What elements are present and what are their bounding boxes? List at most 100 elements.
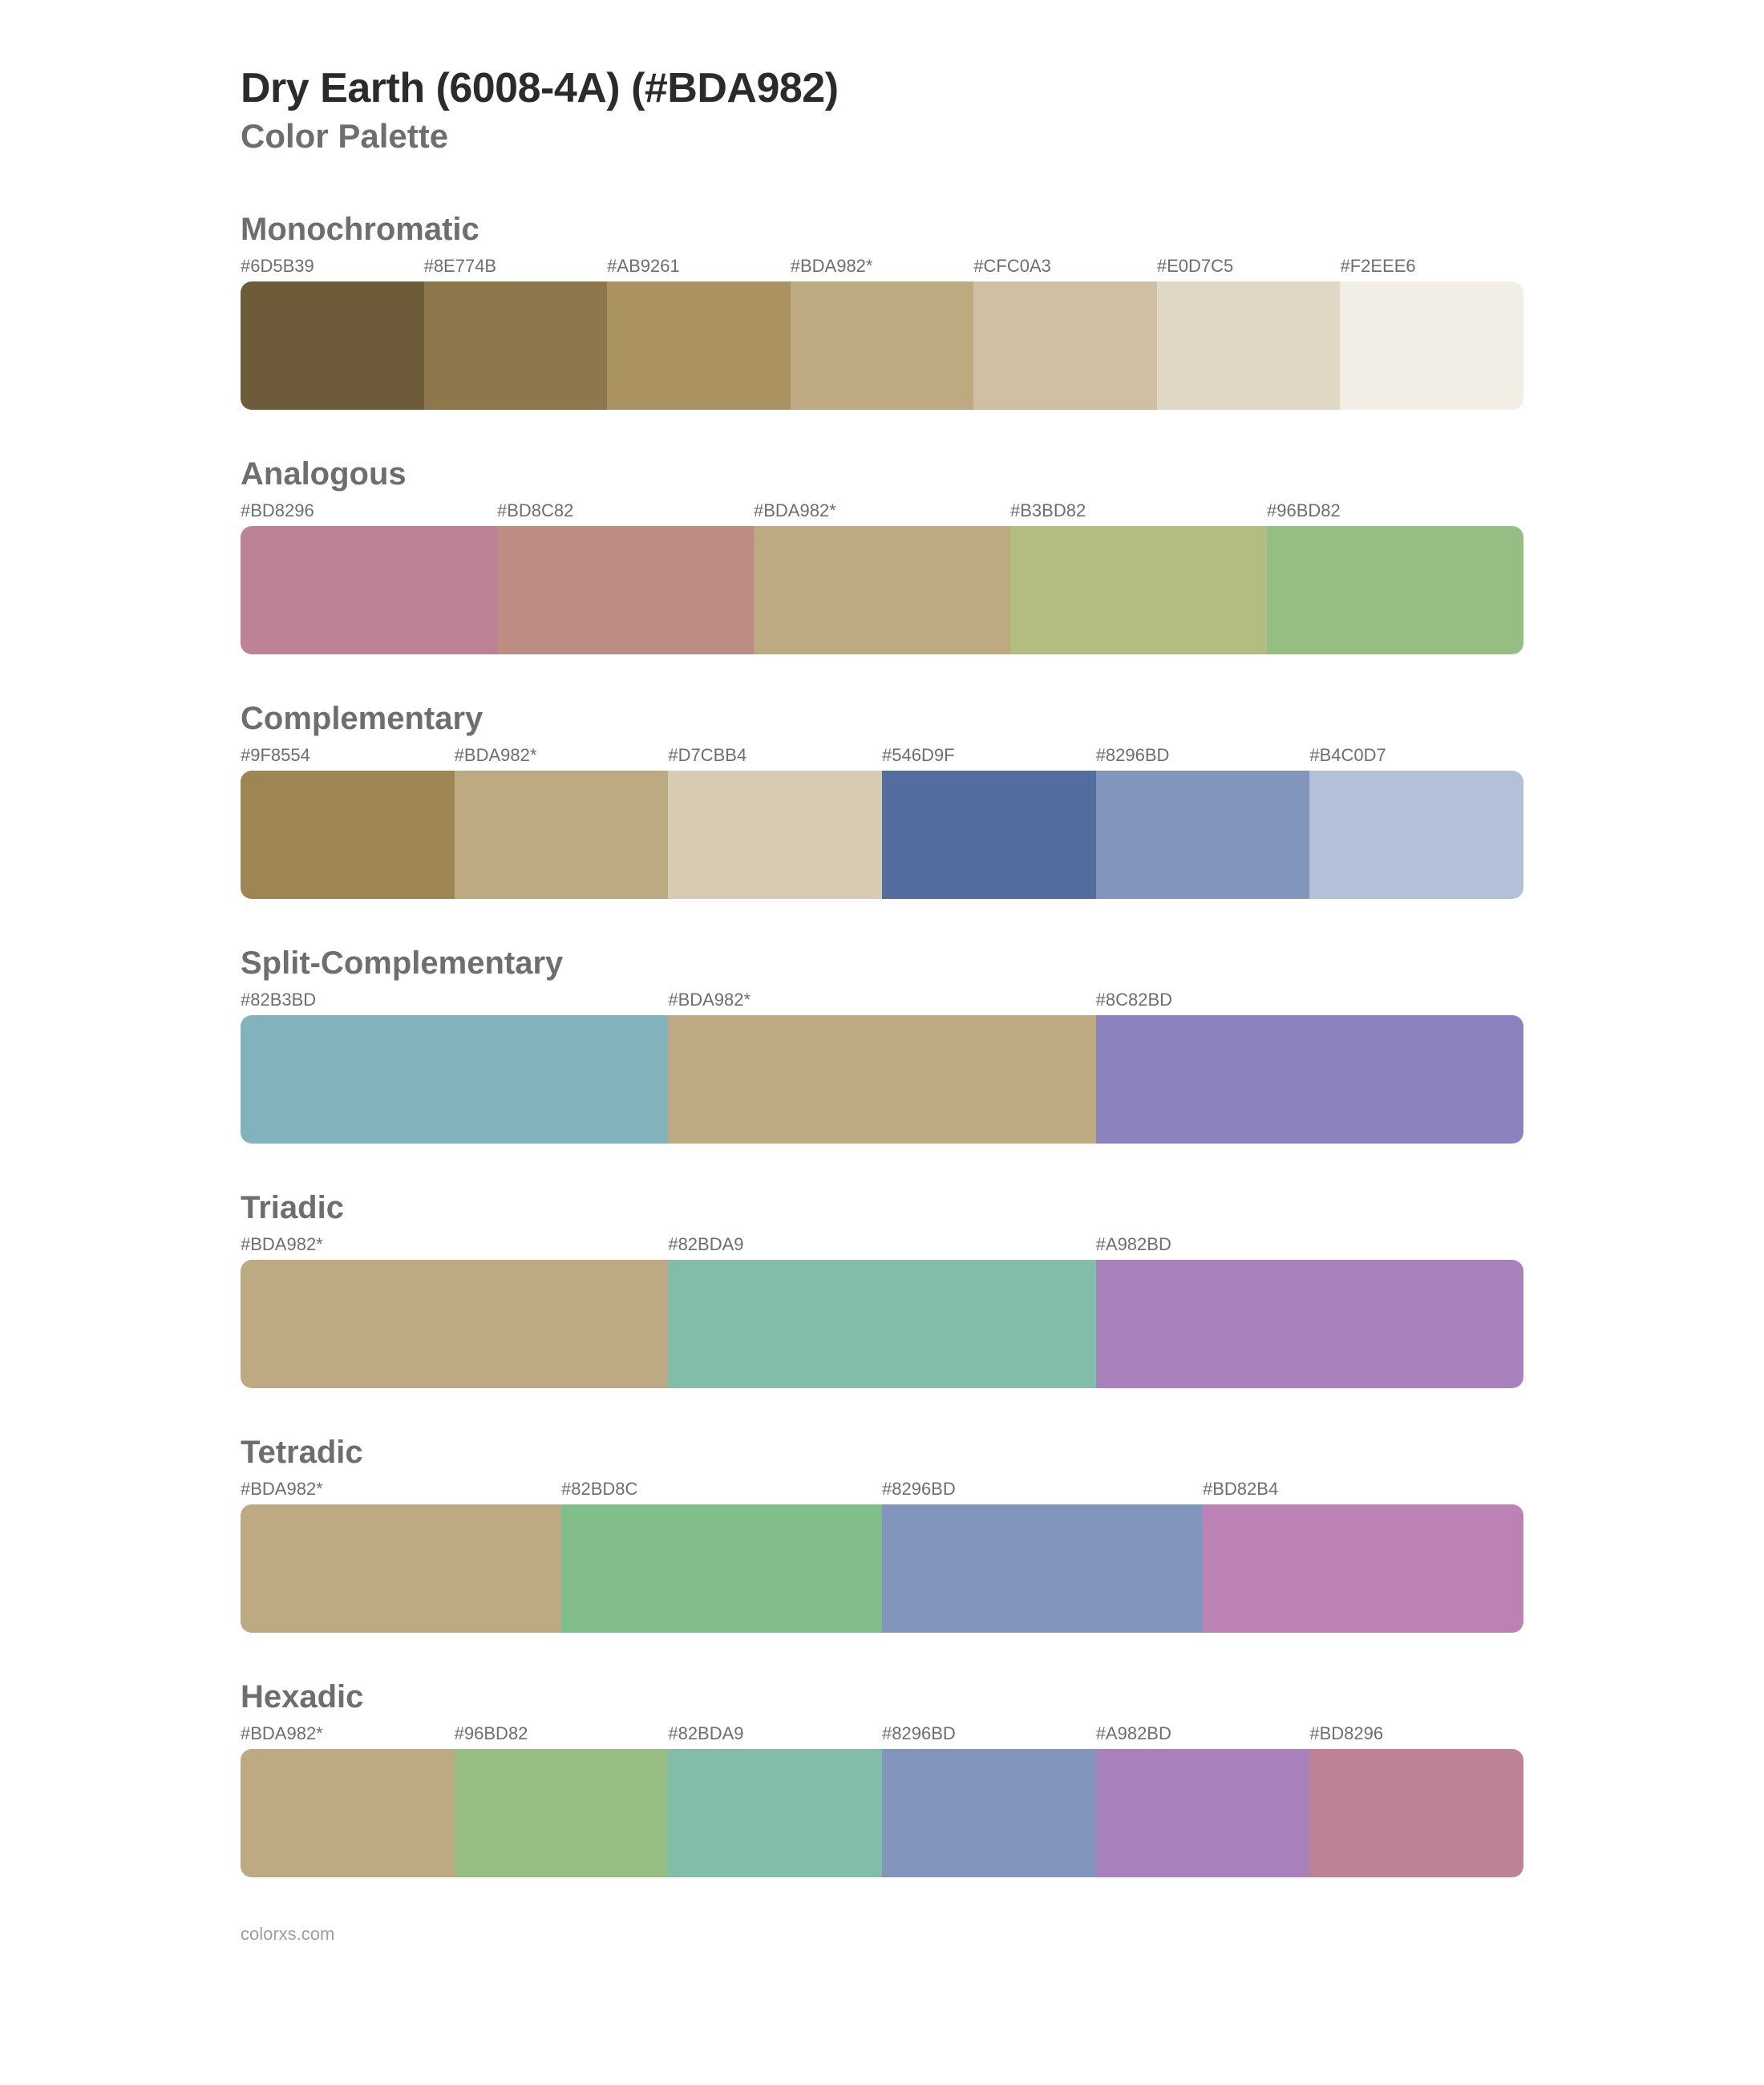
swatch-labels-row: #82B3BD#BDA982*#8C82BD: [241, 990, 1523, 1015]
group-title: Monochromatic: [241, 212, 1523, 248]
palette-group: Hexadic #BDA982*#96BD82#82BDA9#8296BD#A98…: [241, 1679, 1523, 1877]
swatch-label: #8C82BD: [1096, 990, 1523, 1015]
swatch-label: #6D5B39: [241, 256, 424, 281]
color-swatch[interactable]: [561, 1504, 882, 1633]
color-swatch[interactable]: [1096, 1260, 1523, 1388]
swatch-label: #8296BD: [1096, 745, 1310, 771]
swatch-label: #A982BD: [1096, 1234, 1523, 1260]
swatch-label: #546D9F: [882, 745, 1096, 771]
swatch-labels-row: #BD8296#BD8C82#BDA982*#B3BD82#96BD82: [241, 500, 1523, 526]
swatch-row: [241, 1260, 1523, 1388]
color-swatch[interactable]: [668, 771, 882, 899]
swatch-label: #B3BD82: [1010, 500, 1267, 526]
swatch-labels-row: #9F8554#BDA982*#D7CBB4#546D9F#8296BD#B4C…: [241, 745, 1523, 771]
color-swatch[interactable]: [1096, 1015, 1523, 1144]
color-swatch[interactable]: [973, 281, 1157, 410]
swatch-label: #9F8554: [241, 745, 455, 771]
swatch-label: #8296BD: [882, 1479, 1203, 1504]
swatch-label: #B4C0D7: [1309, 745, 1523, 771]
color-swatch[interactable]: [607, 281, 791, 410]
color-swatch[interactable]: [241, 1015, 668, 1144]
color-swatch[interactable]: [241, 526, 497, 654]
group-title: Triadic: [241, 1190, 1523, 1226]
footer-credit: colorxs.com: [241, 1924, 1523, 1945]
swatch-label: #BDA982*: [455, 745, 669, 771]
swatch-row: [241, 281, 1523, 410]
swatch-label: #AB9261: [607, 256, 791, 281]
swatch-label: #BD8296: [241, 500, 497, 526]
color-swatch[interactable]: [1309, 771, 1523, 899]
color-swatch[interactable]: [497, 526, 754, 654]
color-swatch[interactable]: [1267, 526, 1523, 654]
group-title: Analogous: [241, 456, 1523, 492]
palette-page: Dry Earth (6008-4A) (#BDA982) Color Pale…: [0, 0, 1764, 1993]
color-swatch[interactable]: [1157, 281, 1341, 410]
swatch-label: #BDA982*: [241, 1479, 561, 1504]
swatch-row: [241, 526, 1523, 654]
group-title: Complementary: [241, 701, 1523, 737]
color-swatch[interactable]: [1203, 1504, 1523, 1633]
swatch-row: [241, 771, 1523, 899]
color-swatch[interactable]: [882, 771, 1096, 899]
color-swatch[interactable]: [241, 1504, 561, 1633]
swatch-label: #BD8C82: [497, 500, 754, 526]
color-swatch[interactable]: [1309, 1749, 1523, 1877]
color-swatch[interactable]: [754, 526, 1010, 654]
swatch-labels-row: #BDA982*#96BD82#82BDA9#8296BD#A982BD#BD8…: [241, 1723, 1523, 1749]
swatch-label: #BD8296: [1309, 1723, 1523, 1749]
swatch-label: #F2EEE6: [1340, 256, 1523, 281]
swatch-row: [241, 1749, 1523, 1877]
color-swatch[interactable]: [241, 281, 424, 410]
swatch-label: #82B3BD: [241, 990, 668, 1015]
page-title: Dry Earth (6008-4A) (#BDA982): [241, 64, 1523, 112]
swatch-label: #BDA982*: [791, 256, 974, 281]
page-subtitle: Color Palette: [241, 117, 1523, 156]
color-swatch[interactable]: [455, 771, 669, 899]
swatch-label: #BD82B4: [1203, 1479, 1523, 1504]
swatch-label: #E0D7C5: [1157, 256, 1341, 281]
swatch-label: #82BDA9: [668, 1723, 882, 1749]
swatch-label: #BDA982*: [668, 990, 1095, 1015]
color-swatch[interactable]: [1340, 281, 1523, 410]
swatch-label: #CFC0A3: [973, 256, 1157, 281]
color-swatch[interactable]: [241, 1260, 668, 1388]
swatch-label: #96BD82: [1267, 500, 1523, 526]
swatch-row: [241, 1015, 1523, 1144]
swatch-label: #8E774B: [424, 256, 608, 281]
swatch-row: [241, 1504, 1523, 1633]
color-swatch[interactable]: [424, 281, 608, 410]
color-swatch[interactable]: [668, 1749, 882, 1877]
swatch-label: #BDA982*: [241, 1723, 455, 1749]
color-swatch[interactable]: [455, 1749, 669, 1877]
color-swatch[interactable]: [668, 1015, 1095, 1144]
swatch-label: #D7CBB4: [668, 745, 882, 771]
swatch-labels-row: #BDA982*#82BDA9#A982BD: [241, 1234, 1523, 1260]
palette-group: Split-Complementary #82B3BD#BDA982*#8C82B…: [241, 945, 1523, 1144]
swatch-label: #82BD8C: [561, 1479, 882, 1504]
swatch-label: #82BDA9: [668, 1234, 1095, 1260]
palette-group: Triadic #BDA982*#82BDA9#A982BD: [241, 1190, 1523, 1388]
swatch-label: #BDA982*: [241, 1234, 668, 1260]
color-swatch[interactable]: [668, 1260, 1095, 1388]
swatch-label: #96BD82: [455, 1723, 669, 1749]
palette-group: Monochromatic #6D5B39#8E774B#AB9261#BDA98…: [241, 212, 1523, 410]
color-swatch[interactable]: [791, 281, 974, 410]
palette-group: Analogous #BD8296#BD8C82#BDA982*#B3BD82#9…: [241, 456, 1523, 654]
color-swatch[interactable]: [1096, 1749, 1310, 1877]
color-swatch[interactable]: [1096, 771, 1310, 899]
color-swatch[interactable]: [882, 1749, 1096, 1877]
color-swatch[interactable]: [241, 1749, 455, 1877]
palette-group: Tetradic #BDA982*#82BD8C#8296BD#BD82B4: [241, 1435, 1523, 1633]
swatch-label: #A982BD: [1096, 1723, 1310, 1749]
color-swatch[interactable]: [241, 771, 455, 899]
group-title: Tetradic: [241, 1435, 1523, 1471]
color-swatch[interactable]: [882, 1504, 1203, 1633]
palette-groups: Monochromatic#6D5B39#8E774B#AB9261#BDA98…: [241, 212, 1523, 1877]
swatch-labels-row: #6D5B39#8E774B#AB9261#BDA982*#CFC0A3#E0D…: [241, 256, 1523, 281]
group-title: Split-Complementary: [241, 945, 1523, 982]
palette-group: Complementary #9F8554#BDA982*#D7CBB4#546D…: [241, 701, 1523, 899]
swatch-label: #BDA982*: [754, 500, 1010, 526]
swatch-labels-row: #BDA982*#82BD8C#8296BD#BD82B4: [241, 1479, 1523, 1504]
color-swatch[interactable]: [1010, 526, 1267, 654]
group-title: Hexadic: [241, 1679, 1523, 1715]
